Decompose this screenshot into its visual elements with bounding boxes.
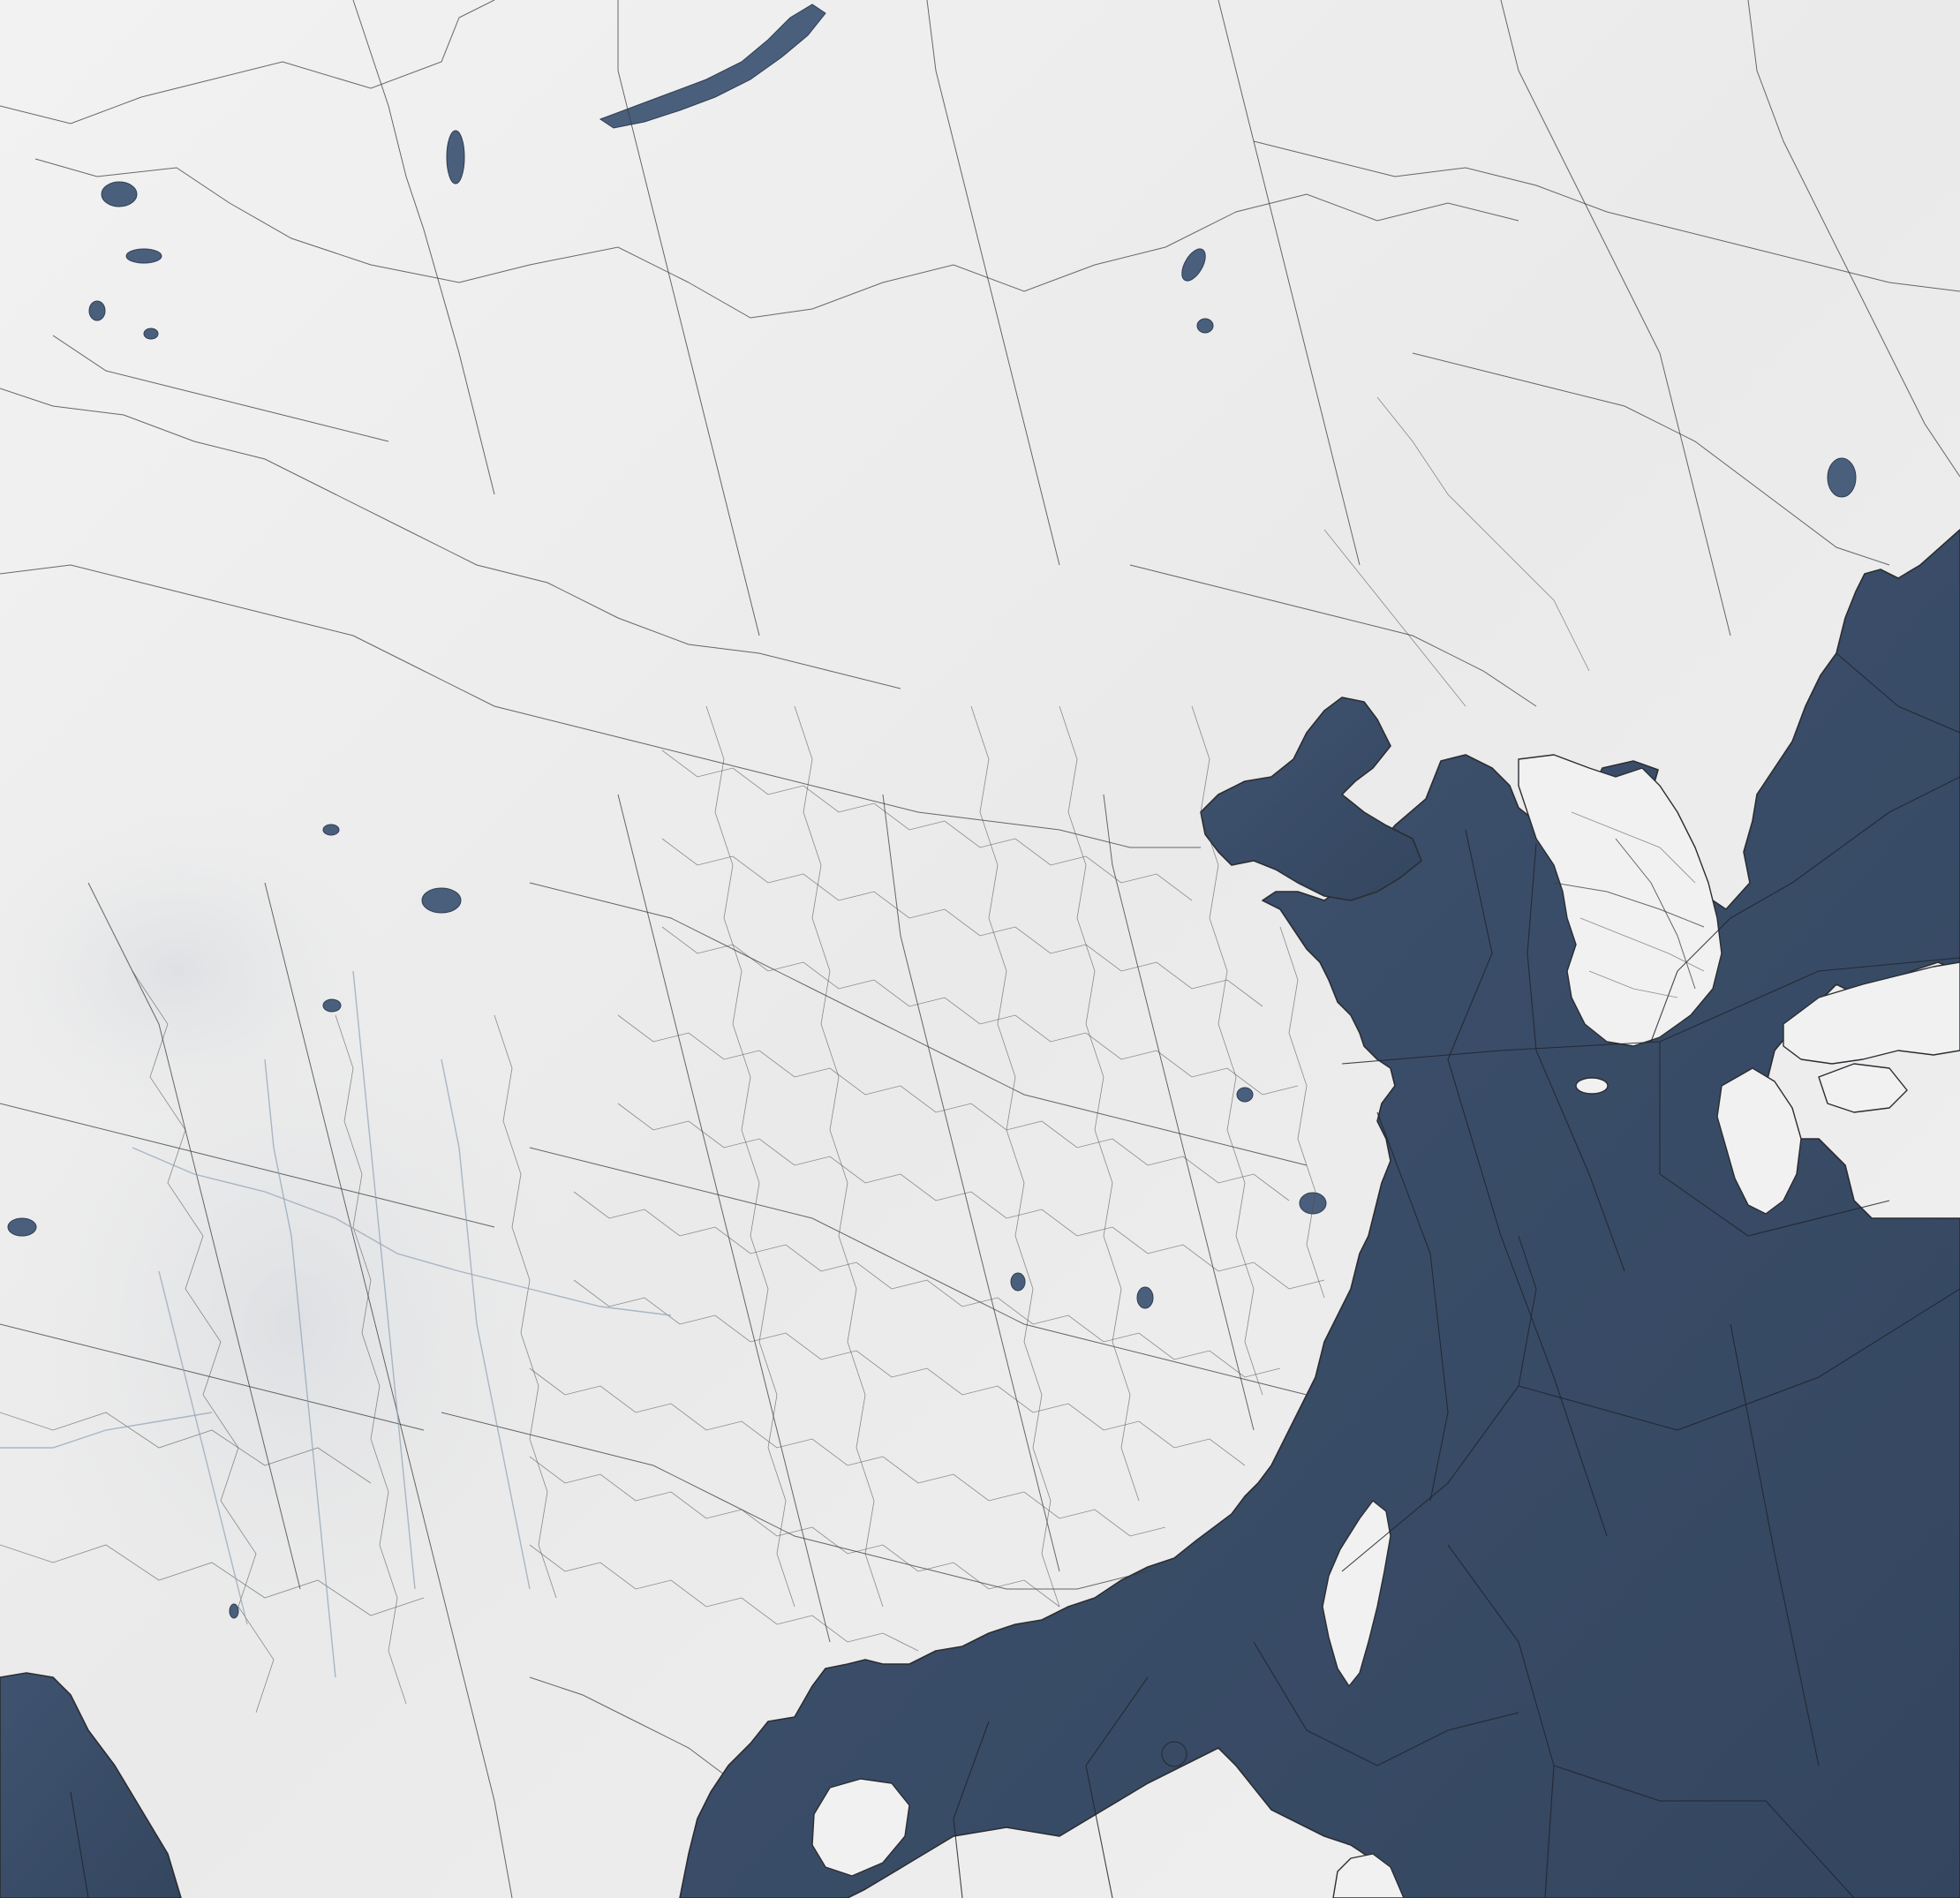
lakes: [7, 4, 1857, 1619]
county-borders: [0, 396, 1705, 1713]
honshu-island: [1783, 961, 1960, 1065]
jeju-island: [1575, 1077, 1609, 1095]
bay-of-bengal: [0, 1672, 182, 1898]
korean-peninsula: [1518, 754, 1723, 1047]
shikoku-island: [1818, 1063, 1908, 1113]
luzon-island: [1332, 1853, 1405, 1898]
bohai-sea: [1200, 697, 1422, 901]
relief-shading-plateau: [0, 795, 406, 1148]
kyushu-island: [1716, 1067, 1802, 1215]
rivers: [0, 970, 672, 1678]
taiwan-island: [1322, 1500, 1391, 1687]
maritime-boundaries: [70, 652, 1960, 1898]
hainan-island: [811, 1778, 910, 1877]
lake-baikal: [599, 4, 826, 129]
